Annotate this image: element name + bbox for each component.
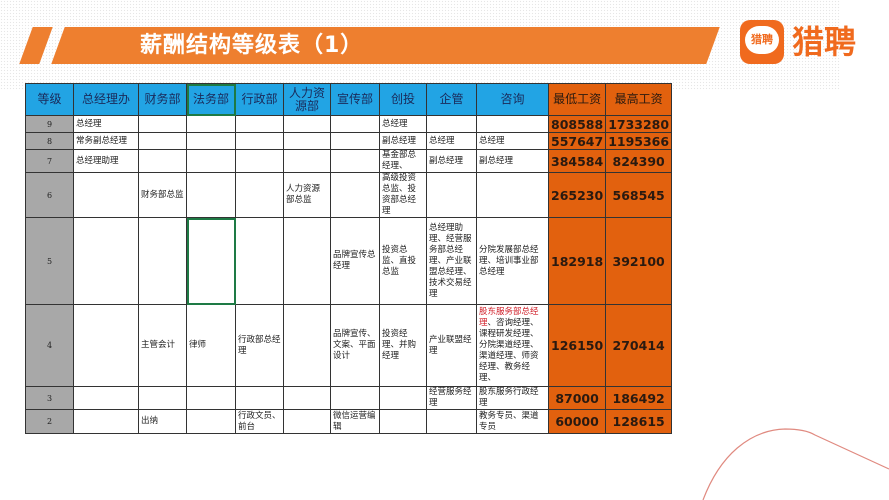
- table-row: 7 总经理助理 基金部总经理、 副总经理 副总经理 384584 824390: [25, 149, 673, 173]
- salary-grade-table: 等级 总经理办 财务部 法务部 行政部 人力资源部 宣传部 创投 企管 咨询 最低工资 最高工资 9 总经…: [25, 83, 673, 434]
- table-cell[interactable]: 基金部总经理、: [379, 149, 427, 173]
- table-cell[interactable]: 财务部总监: [138, 172, 187, 218]
- table-cell[interactable]: [330, 172, 380, 218]
- highlighted-text: 股东服务部总经理: [479, 307, 539, 328]
- table-row: 4 主管会计 律师 行政部总经理 品牌宣传、文案、平面设计 投资经理、并购经理 产业联盟经理…: [25, 304, 673, 387]
- table-row: 5 品牌宣传总经理 投资总监、直投总监 总经理助理、经营服务部总经理、产业联盟总经理、…: [25, 217, 673, 305]
- liepin-logo-icon: 猎聘: [740, 20, 784, 64]
- table-cell[interactable]: [138, 217, 187, 305]
- table-row: 8 常务副总经理 副总经理 总经理 总经理 557647 1195366: [25, 132, 673, 150]
- table-cell[interactable]: 投资经理、并购经理: [379, 304, 427, 387]
- table-row: 2 出纳 行政文员、前台 微信运营编辑 教务专员、渠道专员 60000 128615: [25, 409, 673, 434]
- table-cell[interactable]: [426, 115, 477, 133]
- table-cell[interactable]: 投资总监、直投总监: [379, 217, 427, 305]
- table-cell[interactable]: 品牌宣传总经理: [330, 217, 380, 305]
- min-salary-cell[interactable]: 182918: [547, 217, 607, 305]
- table-cell[interactable]: 经营服务经理: [426, 386, 477, 410]
- max-salary-cell[interactable]: 824390: [605, 149, 673, 173]
- table-cell[interactable]: 教务专员、渠道专员: [476, 409, 549, 434]
- table-cell[interactable]: [379, 386, 427, 410]
- min-salary-cell[interactable]: 557647: [547, 132, 607, 150]
- table-cell[interactable]: [186, 172, 236, 218]
- table-cell[interactable]: 微信运营编辑: [330, 409, 380, 434]
- table-cell[interactable]: 副总经理: [379, 132, 427, 150]
- max-salary-cell[interactable]: 1195366: [605, 132, 673, 150]
- table-cell[interactable]: 品牌宣传、文案、平面设计: [330, 304, 380, 387]
- table-cell[interactable]: 主管会计: [138, 304, 187, 387]
- table-cell[interactable]: 副总经理: [476, 149, 549, 173]
- table-cell[interactable]: [426, 172, 477, 218]
- column-header[interactable]: 总经理办: [73, 83, 139, 116]
- table-cell[interactable]: [235, 149, 284, 173]
- table-cell[interactable]: 行政文员、前台: [235, 409, 284, 434]
- table-cell[interactable]: [283, 217, 331, 305]
- table-cell[interactable]: 人力资源部总监: [283, 172, 331, 218]
- column-header[interactable]: 创投: [379, 83, 427, 116]
- column-header[interactable]: 宣传部: [330, 83, 380, 116]
- header-row: 等级 总经理办 财务部 法务部 行政部 人力资源部 宣传部 创投 企管 咨询 最低工资 最高工资: [25, 83, 673, 116]
- table-row: 3 经营服务经理 股东服务行政经理 87000 186492: [25, 386, 673, 410]
- table-cell[interactable]: [138, 149, 187, 173]
- column-header[interactable]: 行政部: [235, 83, 284, 116]
- table-cell[interactable]: [330, 149, 380, 173]
- table-cell[interactable]: [235, 386, 284, 410]
- max-salary-cell[interactable]: 128615: [605, 409, 673, 434]
- min-salary-cell[interactable]: 87000: [547, 386, 607, 410]
- table-cell[interactable]: [138, 386, 187, 410]
- grade-cell[interactable]: 9: [25, 115, 74, 133]
- table-cell[interactable]: 常务副总经理: [73, 132, 139, 150]
- table-cell[interactable]: [235, 172, 284, 218]
- table-cell[interactable]: 高级投资总监、投资部总经理: [379, 172, 427, 218]
- table-cell[interactable]: 总经理: [379, 115, 427, 133]
- table-cell[interactable]: [186, 149, 236, 173]
- column-header[interactable]: 企管: [426, 83, 477, 116]
- min-salary-cell[interactable]: 60000: [547, 409, 607, 434]
- logo-badge: 猎聘: [745, 26, 779, 54]
- max-salary-cell[interactable]: 392100: [605, 217, 673, 305]
- table-cell[interactable]: 出纳: [138, 409, 187, 434]
- table-cell[interactable]: [73, 409, 139, 434]
- table-cell[interactable]: [330, 115, 380, 133]
- table-cell[interactable]: [283, 409, 331, 434]
- table-cell[interactable]: 产业联盟经理: [426, 304, 477, 387]
- column-header[interactable]: 等级: [25, 83, 74, 116]
- grade-cell[interactable]: 4: [25, 304, 74, 387]
- table-row: 9 总经理 总经理 808588 1733280: [25, 115, 673, 133]
- table-cell[interactable]: 行政部总经理: [235, 304, 284, 387]
- grade-cell[interactable]: 6: [25, 172, 74, 218]
- table-cell[interactable]: [73, 172, 139, 218]
- logo-text: 猎聘: [792, 23, 857, 61]
- page-title: 薪酬结构等级表（1）: [140, 33, 364, 58]
- table-cell[interactable]: [283, 386, 331, 410]
- column-header[interactable]: 最低工资: [547, 83, 607, 116]
- max-salary-cell[interactable]: 270414: [605, 304, 673, 387]
- column-header[interactable]: 法务部: [186, 83, 236, 116]
- column-header[interactable]: 人力资源部: [283, 83, 331, 116]
- table-cell[interactable]: 总经理: [426, 132, 477, 150]
- max-salary-cell[interactable]: 1733280: [605, 115, 673, 133]
- table-cell[interactable]: [283, 304, 331, 387]
- table-cell[interactable]: [235, 132, 284, 150]
- grade-cell[interactable]: 8: [25, 132, 74, 150]
- column-header[interactable]: 财务部: [138, 83, 187, 116]
- grade-cell[interactable]: 2: [25, 409, 74, 434]
- table-cell[interactable]: [73, 304, 139, 387]
- table-cell[interactable]: [476, 172, 549, 218]
- column-header[interactable]: 最高工资: [605, 83, 673, 116]
- table-cell[interactable]: 股东服务行政经理: [476, 386, 549, 410]
- table-cell[interactable]: [186, 386, 236, 410]
- min-salary-cell[interactable]: 126150: [547, 304, 607, 387]
- table-cell[interactable]: [186, 132, 236, 150]
- table-cell[interactable]: 总经理助理、经营服务部总经理、产业联盟总经理、技术交易经理: [426, 217, 477, 305]
- table-cell[interactable]: 律师: [186, 304, 236, 387]
- table-cell[interactable]: [379, 409, 427, 434]
- cell-text: 、咨询经理、课程研发经理、分院渠道经理、渠道经理、师资经理、教务经理、: [479, 318, 539, 383]
- table-cell[interactable]: [330, 386, 380, 410]
- table-cell[interactable]: [426, 409, 477, 434]
- table-cell[interactable]: [476, 115, 549, 133]
- min-salary-cell[interactable]: 808588: [547, 115, 607, 133]
